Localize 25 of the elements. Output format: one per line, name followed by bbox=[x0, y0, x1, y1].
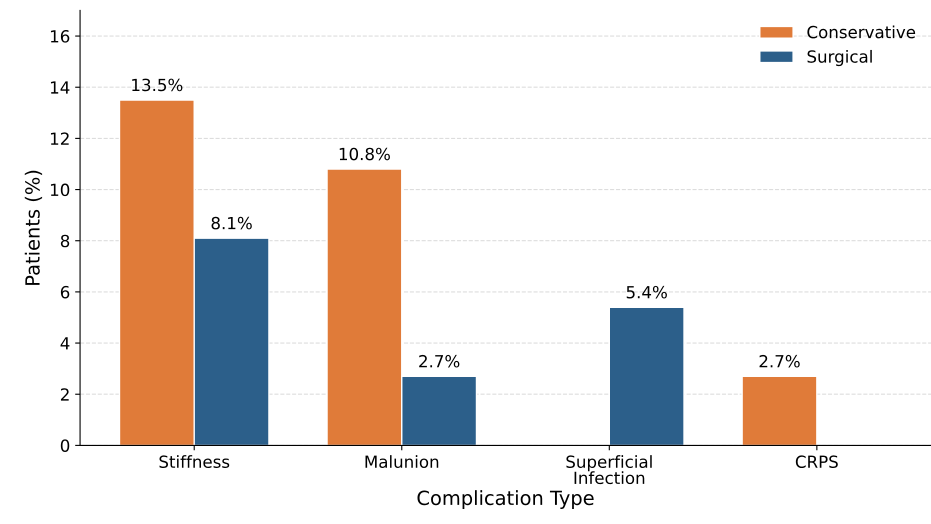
y-axis-title: Patients (%) bbox=[24, 170, 42, 285]
y-tick-label: 8 bbox=[60, 234, 70, 248]
x-tick-label: CRPS bbox=[796, 455, 838, 468]
y-tick-label: 12 bbox=[50, 132, 69, 145]
y-tick-label: 0 bbox=[60, 439, 70, 452]
legend-label: Conservative bbox=[807, 25, 916, 38]
x-tick-label: Malunion bbox=[366, 455, 438, 468]
data-label: 2.7% bbox=[419, 354, 460, 368]
x-axis-title: Complication Type bbox=[418, 490, 594, 509]
data-label: 5.4% bbox=[626, 286, 667, 298]
y-tick-label: 16 bbox=[50, 30, 70, 43]
y-tick-label: 2 bbox=[60, 388, 69, 401]
x-tick-label: Superficial Infection bbox=[566, 455, 652, 484]
data-label: 10.8% bbox=[340, 148, 390, 160]
bar bbox=[741, 376, 818, 446]
y-tick-label: 6 bbox=[60, 286, 70, 298]
y-tick-label: 4 bbox=[60, 337, 70, 350]
legend-label: Surgical bbox=[808, 50, 872, 66]
bar bbox=[608, 306, 685, 446]
data-label: 13.5% bbox=[132, 78, 182, 92]
y-tick-label: 10 bbox=[50, 184, 70, 196]
y-tick-label: 14 bbox=[50, 81, 70, 94]
data-label: 2.7% bbox=[760, 354, 800, 368]
data-label: 8.1% bbox=[212, 216, 252, 230]
x-tick-label: Stiffness bbox=[159, 455, 230, 468]
